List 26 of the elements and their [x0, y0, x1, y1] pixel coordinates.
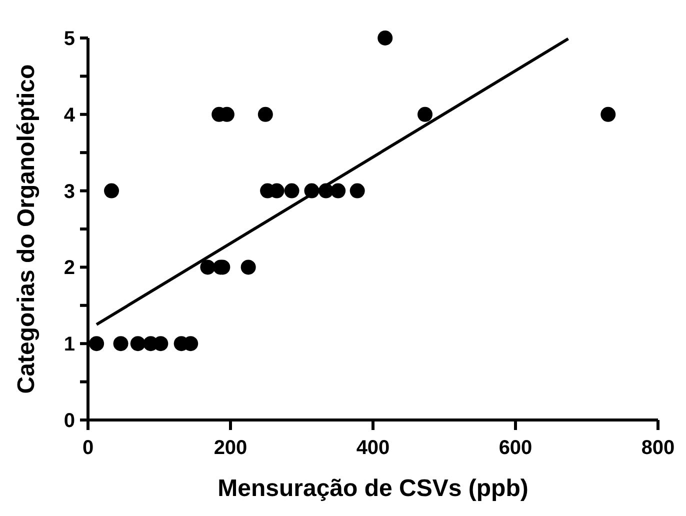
- point: [330, 183, 346, 198]
- x-tick-label: 200: [214, 437, 248, 459]
- y-tick-label: 5: [64, 28, 75, 50]
- y-tick-label: 4: [64, 104, 76, 126]
- point: [418, 106, 433, 122]
- point: [284, 183, 300, 198]
- y-tick-label: 2: [64, 257, 75, 280]
- point: [130, 336, 146, 352]
- y-tick-label: 1: [64, 334, 75, 356]
- point: [258, 106, 273, 122]
- x-tick-label: 800: [641, 437, 675, 459]
- x-axis-title: Mensuração de CSVs (ppb): [218, 475, 528, 502]
- point: [200, 260, 216, 275]
- point: [104, 183, 120, 198]
- x-tick-label: 600: [498, 437, 532, 459]
- point: [350, 183, 365, 198]
- y-tick-label: 3: [64, 180, 75, 203]
- point: [113, 336, 128, 352]
- point: [240, 260, 256, 275]
- x-tick-label: 400: [356, 437, 390, 459]
- point: [89, 336, 104, 352]
- point: [378, 30, 393, 46]
- point: [600, 106, 616, 122]
- y-axis-title: Categorias do Organoléptico: [13, 64, 40, 394]
- y-tick-label: 0: [64, 410, 75, 432]
- x-tick-label: 0: [82, 437, 94, 459]
